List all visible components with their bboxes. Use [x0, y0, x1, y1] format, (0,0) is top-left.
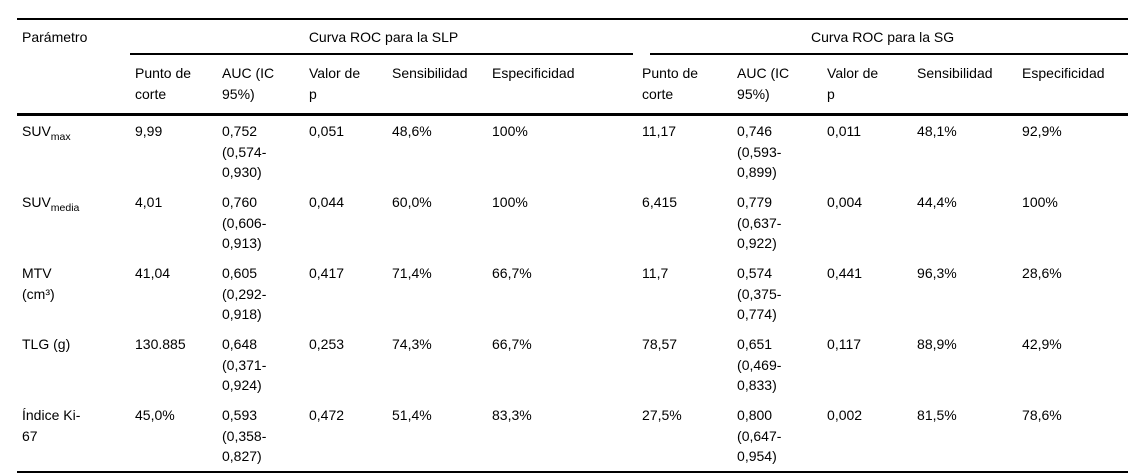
slp-punto-corte: 4,01	[135, 194, 163, 210]
table-header: Parámetro Curva ROC para la SLP Curva RO…	[17, 19, 1129, 116]
sg-sensibilidad: 44,4%	[917, 194, 957, 210]
group-header-row: Parámetro Curva ROC para la SLP Curva RO…	[17, 19, 1129, 116]
sub-header-row: Punto de corte AUC (IC 95%) Valor de p S…	[17, 55, 1129, 116]
slp-valor-p: 0,253	[309, 336, 345, 352]
slp-punto-corte: 9,99	[135, 123, 163, 139]
table-row-suvmax: SUVmax 9,99 0,752 (0,574- 0,930) 0,051 4…	[17, 115, 1128, 188]
slp-especificidad: 66,7%	[492, 265, 532, 281]
sg-especificidad: 28,6%	[1022, 265, 1062, 281]
sg-auc: 0,779 (0,637- 0,922)	[737, 194, 782, 251]
param-label: TLG (g)	[22, 336, 71, 352]
param-label: MTV (cm³)	[22, 265, 55, 302]
slp-auc: 0,648 (0,371- 0,924)	[222, 336, 267, 393]
param-cell: SUVmax	[17, 115, 130, 188]
sg-auc: 0,574 (0,375- 0,774)	[737, 265, 782, 322]
param-subscript: media	[50, 201, 80, 214]
sg-sensibilidad: 48,1%	[917, 123, 957, 139]
sg-punto-corte: 11,17	[642, 123, 677, 139]
slp-especificidad: 100%	[492, 194, 528, 210]
column-header-punto-corte-slp: Punto de corte	[130, 55, 217, 116]
slp-sensibilidad: 60,0%	[392, 194, 432, 210]
sg-valor-p: 0,117	[827, 336, 862, 352]
sg-valor-p: 0,004	[827, 194, 863, 210]
param-label: Índice Ki- 67	[22, 407, 81, 444]
roc-results-table: Parámetro Curva ROC para la SLP Curva RO…	[17, 18, 1129, 473]
slp-valor-p: 0,051	[309, 123, 345, 139]
column-header-parametro: Parámetro	[17, 19, 130, 116]
sg-especificidad: 100%	[1022, 194, 1058, 210]
column-header-valor-p-slp: Valor de p	[304, 55, 387, 116]
slp-valor-p: 0,472	[309, 407, 345, 423]
param-subscript: max	[50, 130, 71, 143]
slp-punto-corte: 41,04	[135, 265, 171, 281]
slp-auc: 0,760 (0,606- 0,913)	[222, 194, 267, 251]
slp-sensibilidad: 71,4%	[392, 265, 432, 281]
param-cell: SUVmedia	[17, 187, 130, 258]
table-row-suvmedia: SUVmedia 4,01 0,760 (0,606- 0,913) 0,044…	[17, 187, 1128, 258]
sg-especificidad: 42,9%	[1022, 336, 1062, 352]
sg-valor-p: 0,002	[827, 407, 863, 423]
slp-punto-corte: 45,0%	[135, 407, 175, 423]
slp-valor-p: 0,044	[309, 194, 345, 210]
slp-auc: 0,593 (0,358- 0,827)	[222, 407, 267, 464]
column-header-valor-p-sg: Valor de p	[822, 55, 913, 116]
sg-auc: 0,800 (0,647- 0,954)	[737, 407, 782, 464]
sg-auc: 0,651 (0,469- 0,833)	[737, 336, 782, 393]
sg-punto-corte: 6,415	[642, 194, 678, 210]
param-cell: MTV (cm³)	[17, 258, 130, 329]
sg-especificidad: 92,9%	[1022, 123, 1062, 139]
column-header-punto-corte-sg: Punto de corte	[637, 55, 733, 116]
param-cell: Índice Ki- 67	[17, 400, 130, 472]
sg-punto-corte: 27,5%	[642, 407, 682, 423]
column-header-especificidad-slp: Especificidad	[487, 55, 638, 116]
sg-auc: 0,746 (0,593- 0,899)	[737, 123, 782, 180]
sg-punto-corte: 78,57	[642, 336, 678, 352]
slp-especificidad: 66,7%	[492, 336, 532, 352]
slp-sensibilidad: 48,6%	[392, 123, 432, 139]
column-header-auc-slp: AUC (IC 95%)	[217, 55, 304, 116]
slp-sensibilidad: 51,4%	[392, 407, 432, 423]
sg-valor-p: 0,441	[827, 265, 863, 281]
group-header-sg: Curva ROC para la SG	[637, 19, 1129, 55]
slp-punto-corte: 130.885	[135, 336, 186, 352]
column-header-sensibilidad-sg: Sensibilidad	[912, 55, 1018, 116]
slp-auc: 0,605 (0,292- 0,918)	[222, 265, 267, 322]
param-label: SUV	[22, 123, 51, 139]
sg-valor-p: 0,011	[827, 123, 862, 139]
table-row-ki67: Índice Ki- 67 45,0% 0,593 (0,358- 0,827)…	[17, 400, 1128, 472]
sg-especificidad: 78,6%	[1022, 407, 1062, 423]
sg-sensibilidad: 96,3%	[917, 265, 957, 281]
slp-auc: 0,752 (0,574- 0,930)	[222, 123, 267, 180]
table-row-mtv: MTV (cm³) 41,04 0,605 (0,292- 0,918) 0,4…	[17, 258, 1128, 329]
slp-sensibilidad: 74,3%	[392, 336, 432, 352]
param-cell: TLG (g)	[17, 329, 130, 400]
slp-valor-p: 0,417	[309, 265, 345, 281]
table-row-tlg: TLG (g) 130.885 0,648 (0,371- 0,924) 0,2…	[17, 329, 1128, 400]
column-header-auc-sg: AUC (IC 95%)	[732, 55, 823, 116]
sg-sensibilidad: 81,5%	[917, 407, 957, 423]
slp-especificidad: 100%	[492, 123, 528, 139]
table-body: SUVmax 9,99 0,752 (0,574- 0,930) 0,051 4…	[17, 115, 1128, 473]
param-label: SUV	[22, 194, 51, 210]
group-header-slp: Curva ROC para la SLP	[130, 19, 637, 55]
column-header-especificidad-sg: Especificidad	[1017, 55, 1129, 116]
sg-sensibilidad: 88,9%	[917, 336, 957, 352]
slp-especificidad: 83,3%	[492, 407, 532, 423]
sg-punto-corte: 11,7	[642, 265, 669, 281]
column-header-sensibilidad-slp: Sensibilidad	[387, 55, 487, 116]
